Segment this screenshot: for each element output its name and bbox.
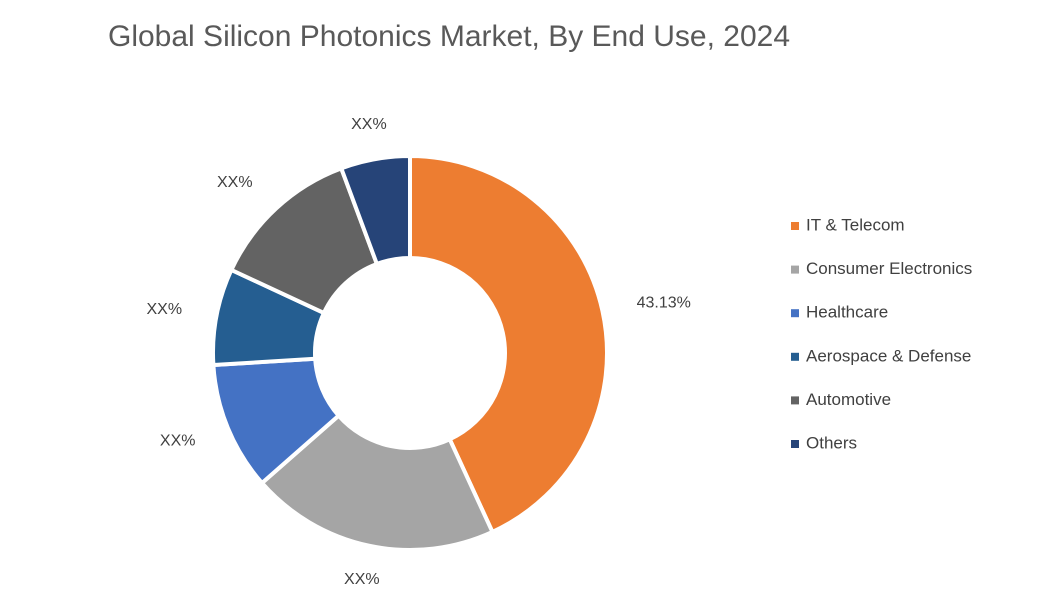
legend-swatch [791,222,799,230]
data-label: XX% [351,116,387,133]
data-label: XX% [217,174,253,191]
legend-label: Others [806,433,857,452]
legend-label: IT & Telecom [806,215,905,234]
legend-swatch [791,265,799,274]
donut-slice [259,412,496,552]
legend-swatch [791,352,799,361]
legend-label: Healthcare [806,303,888,322]
legend-swatch [791,396,799,405]
legend-swatch [791,440,799,448]
data-label: XX% [160,433,196,450]
data-label: XX% [344,571,380,588]
data-label: XX% [146,301,182,318]
legend-label: Consumer Electronics [806,259,972,278]
donut-slice [338,153,412,267]
legend-label: Automotive [806,390,891,409]
legend-label: Aerospace & Defense [806,346,971,365]
data-label: 43.13% [637,295,691,312]
chart-title: Global Silicon Photonics Market, By End … [108,20,790,53]
donut-slice [408,153,609,535]
legend-swatch [791,309,799,318]
